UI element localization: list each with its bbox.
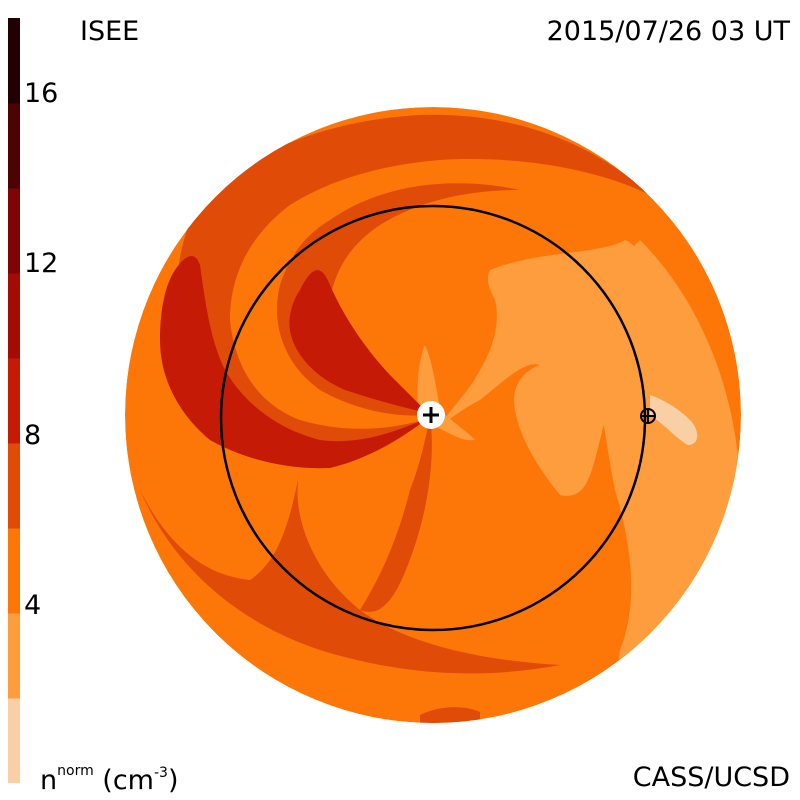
colorbar-tick-4: 4 bbox=[24, 590, 42, 621]
units-label: nnorm (cm-3) bbox=[40, 764, 179, 794]
units-superscript: norm bbox=[57, 763, 94, 779]
colorbar-segment-2 bbox=[8, 528, 20, 614]
sun-icon bbox=[417, 401, 445, 429]
units-open: (cm bbox=[93, 765, 154, 796]
colorbar-tick-12: 12 bbox=[24, 248, 59, 279]
colorbar-segment-8 bbox=[8, 18, 20, 104]
units-base: n bbox=[40, 765, 58, 796]
density-region-mid-bottom bbox=[420, 707, 480, 723]
units-close: ) bbox=[167, 765, 179, 796]
earth-icon bbox=[640, 408, 656, 424]
credit-label: CASS/UCSD bbox=[632, 762, 790, 793]
colorbar-segment-4 bbox=[8, 358, 20, 444]
colorbar-tick-16: 16 bbox=[24, 78, 59, 109]
density-region-mid-south bbox=[140, 470, 560, 674]
colorbar-segment-3 bbox=[8, 443, 20, 529]
earth-orbit bbox=[219, 204, 647, 632]
timestamp-label: 2015/07/26 03 UT bbox=[546, 16, 790, 47]
colorbar-segment-6 bbox=[8, 188, 20, 274]
colorbar-tick-8: 8 bbox=[24, 420, 42, 451]
density-region-mid-north bbox=[176, 114, 650, 451]
density-region-high-inner bbox=[289, 270, 428, 413]
density-region-low-plume bbox=[440, 240, 651, 496]
colorbar bbox=[8, 18, 20, 783]
density-region-high-outer bbox=[160, 255, 428, 469]
org-label: ISEE bbox=[80, 16, 140, 47]
density-region-mid-south-arm bbox=[360, 418, 432, 612]
colorbar-segment-1 bbox=[8, 613, 20, 699]
colorbar-segment-0 bbox=[8, 698, 20, 783]
colorbar-segment-7 bbox=[8, 103, 20, 189]
colorbar-segment-5 bbox=[8, 273, 20, 359]
units-exponent: -3 bbox=[153, 765, 168, 781]
density-region-minimum-spot bbox=[650, 395, 698, 445]
